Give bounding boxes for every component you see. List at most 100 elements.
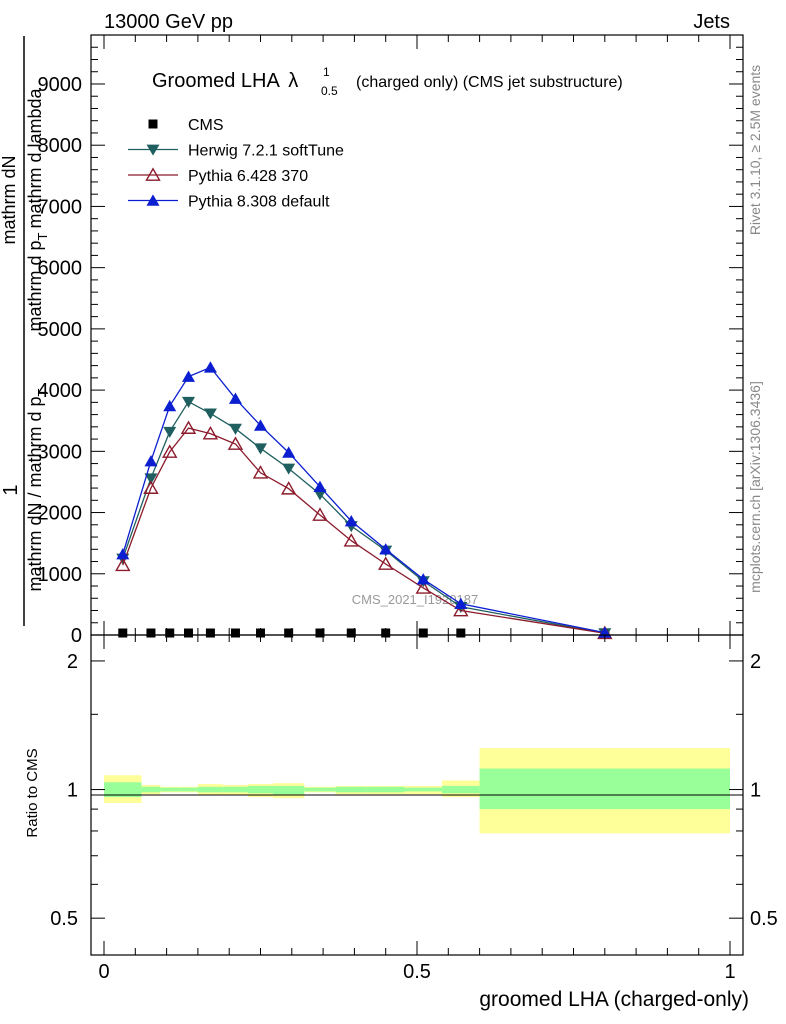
- series-point: [343, 533, 359, 547]
- main-ytick-label: 1000: [38, 564, 83, 586]
- series-point: [415, 580, 431, 594]
- title-main: Groomed LHA: [152, 70, 280, 92]
- series-point: [163, 426, 177, 438]
- series-point: [144, 454, 158, 467]
- legend-marker: [148, 119, 158, 129]
- series-point: [284, 628, 294, 638]
- ratio-xtick-label: 0.5: [403, 961, 431, 983]
- ratio-band-inner: [160, 787, 180, 792]
- ratio-ytick-label-right: 2: [750, 651, 761, 673]
- series-point: [377, 556, 394, 570]
- series-point: [346, 628, 356, 638]
- watermark: CMS_2021_I1920187: [352, 592, 479, 607]
- ratio-band-inner: [222, 786, 248, 793]
- main-ytick-label: 0: [71, 625, 82, 647]
- ratio-band-inner: [179, 787, 198, 792]
- series-point: [416, 573, 430, 585]
- series-point: [184, 628, 194, 638]
- series-2: [115, 420, 613, 640]
- ratio-band-inner: [197, 786, 223, 793]
- main-ytick-label: 6000: [38, 258, 83, 280]
- main-panel: 0 1000 2000 3000 4000 5000 6000 7000 8000 9000 CM…: [38, 34, 744, 647]
- series-point: [280, 481, 297, 495]
- ratio-xtick-label: 0: [98, 961, 109, 983]
- title-rest: (charged only) (CMS jet substructure): [356, 74, 623, 91]
- ylabel-right-num: mathrm d p: [25, 240, 45, 331]
- series-layer: [115, 361, 613, 640]
- series-point: [203, 361, 217, 373]
- ratio-band-inner: [479, 768, 730, 810]
- legend-label: CMS: [188, 117, 224, 134]
- series-point: [116, 548, 130, 560]
- series-point: [180, 420, 197, 434]
- legend-marker: [146, 194, 160, 206]
- header-energy: 13000 GeV pp: [104, 11, 233, 33]
- series-3: [116, 361, 612, 638]
- main-y-ticks: 0 1000 2000 3000 4000 5000 6000 7000 8000 9000: [38, 46, 743, 647]
- series-point: [182, 396, 196, 408]
- series-point: [205, 628, 215, 638]
- main-ytick-label: 7000: [38, 196, 83, 218]
- main-y-label: 1 mathrm dN mathrm dN / mathrm d pT math…: [0, 36, 50, 626]
- ylabel-right-tail: mathrm d lambda: [25, 87, 45, 228]
- series-point: [254, 443, 267, 455]
- ratio-band-inner: [273, 785, 305, 795]
- ratio-y-label: Ratio to CMS: [24, 748, 41, 837]
- series-point: [453, 602, 469, 617]
- series-point: [252, 465, 269, 479]
- ratio-band-inner: [104, 782, 142, 798]
- series-line: [122, 427, 605, 634]
- series-point: [202, 425, 219, 440]
- ylabel-right: mathrm d pTmathrm d lambda: [25, 87, 50, 331]
- legend-label: Pythia 6.428 370: [188, 168, 308, 185]
- series-point: [282, 446, 296, 458]
- series-point: [313, 480, 327, 493]
- main-ytick-label: 8000: [38, 135, 83, 157]
- series-point: [163, 399, 177, 412]
- ratio-band-inner: [404, 787, 443, 792]
- ratio-ytick-label-right: 1: [750, 780, 761, 802]
- title-sup: 1: [323, 65, 330, 79]
- ratio-band-inner: [304, 787, 336, 792]
- ratio-xtick-label: 1: [724, 961, 735, 983]
- mcplots-credit: mcplots.cern.ch [arXiv:1306.3436]: [747, 381, 763, 593]
- series-point: [146, 628, 156, 638]
- ylabel-left-num: mathrm dN: [0, 155, 19, 244]
- series-point: [315, 628, 325, 638]
- main-ytick-label: 5000: [38, 319, 83, 341]
- legend-label: Herwig 7.2.1 softTune: [188, 143, 344, 160]
- series-point: [227, 436, 244, 450]
- ratio-band-inner: [247, 785, 274, 794]
- series-point: [344, 514, 358, 527]
- series-point: [228, 392, 242, 404]
- series-point: [165, 628, 175, 638]
- legend-marker: [145, 167, 161, 181]
- legend-marker: [146, 144, 160, 156]
- ratio-band-inner: [141, 786, 161, 793]
- title-lambda: λ: [288, 70, 298, 92]
- legend: CMS Herwig 7.2.1 softTune Pythia 6.428 370…: [128, 117, 344, 211]
- ratio-x-ticks: 0 0.5 1: [98, 635, 736, 983]
- series-point: [203, 408, 217, 420]
- series-point: [144, 473, 158, 485]
- series-point: [115, 557, 131, 572]
- series-point: [230, 628, 240, 638]
- ylabel-left-den-main: mathrm dN / mathrm d p: [25, 396, 45, 591]
- ratio-panel: 0.5 0.51 12 2 0 0.5 1 Ratio to CMS groomed LH…: [24, 634, 778, 1011]
- x-axis-label: groomed LHA (charged-only): [479, 988, 749, 1011]
- ratio-band-inner: [335, 786, 367, 793]
- series-point: [381, 628, 391, 638]
- ratio-band-inner: [442, 785, 480, 794]
- legend-label: Pythia 8.308 default: [188, 194, 330, 211]
- series-0: [118, 628, 610, 638]
- ylabel-right-num-sub: T: [35, 232, 50, 240]
- main-ytick-label: 9000: [38, 74, 83, 96]
- series-point: [254, 419, 267, 431]
- header-jets: Jets: [693, 11, 730, 33]
- series-point: [256, 628, 265, 638]
- chart-title: Groomed LHA λ: [152, 70, 298, 92]
- main-ytick-label: 4000: [38, 380, 83, 402]
- ratio-ytick-label-right: 0.5: [750, 908, 778, 930]
- series-point: [282, 463, 296, 475]
